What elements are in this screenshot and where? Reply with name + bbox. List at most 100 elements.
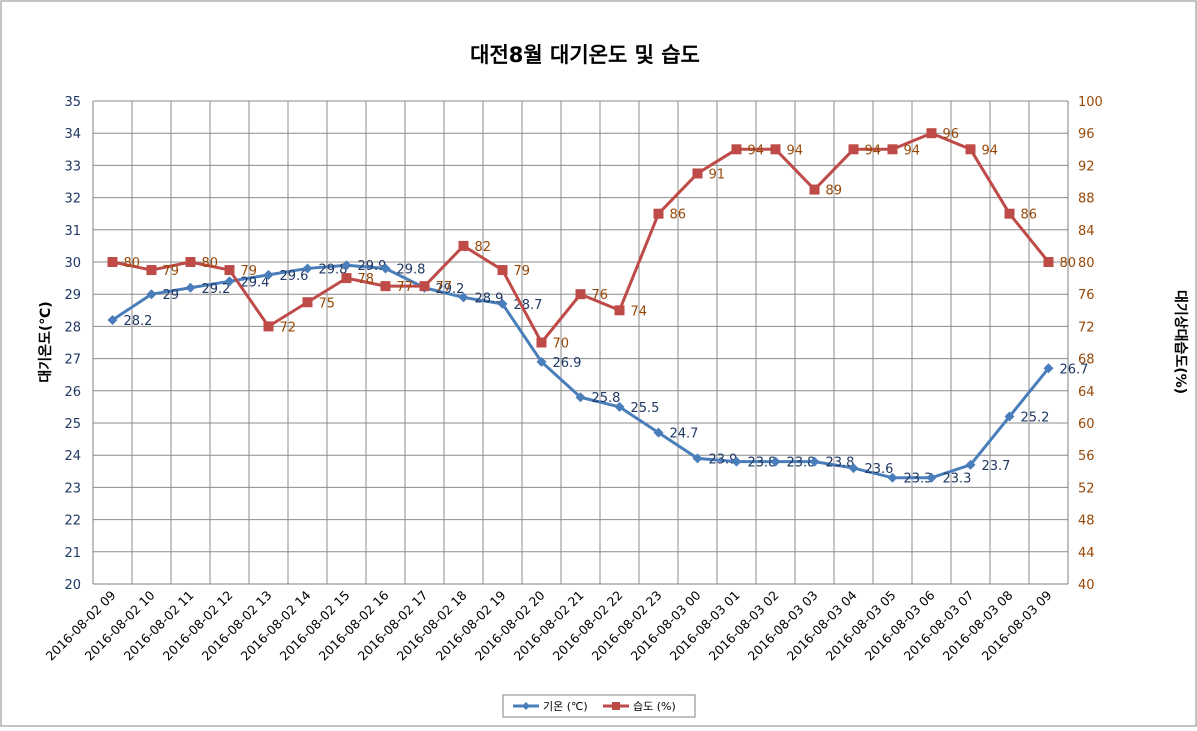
y2-tick-label: 60: [1078, 417, 1095, 432]
y-tick-label: 30: [64, 256, 81, 271]
data-label-humidity: 74: [631, 304, 648, 319]
data-point-temperature: [770, 456, 781, 467]
series-layer: 28.229 29.2 29.4 29.6 29.8 29.9 29.829.228.9 28…: [107, 127, 1089, 487]
data-point-humidity: [926, 128, 937, 139]
data-label-humidity: 86: [1021, 208, 1038, 223]
data-label-humidity: 76: [592, 288, 609, 303]
y2-tick-label: 64: [1078, 385, 1095, 400]
data-label-temperature: 25.2: [1021, 411, 1050, 426]
legend-label: 기온 (℃): [543, 700, 588, 713]
y2-tick-label: 40: [1078, 578, 1095, 593]
data-label-humidity: 94: [982, 143, 999, 158]
data-point-temperature: [926, 472, 937, 483]
y2-tick-label: 72: [1078, 320, 1095, 335]
data-label-humidity: 78: [358, 272, 375, 287]
y-tick-label: 27: [64, 353, 81, 368]
y-tick-label: 33: [64, 159, 81, 174]
y-tick-label: 25: [64, 417, 81, 432]
data-point-humidity: [887, 144, 898, 155]
y-tick-label: 24: [64, 449, 81, 464]
data-point-humidity: [1043, 257, 1054, 267]
data-label-temperature: 28.2: [124, 314, 153, 329]
data-label-humidity: 72: [280, 320, 297, 335]
data-label-temperature: 29.4: [241, 275, 270, 290]
data-label-temperature: 23.6: [865, 462, 894, 477]
data-label-temperature: 29.8: [319, 262, 348, 277]
data-label-temperature: 23.3: [904, 472, 933, 487]
data-label-humidity: 79: [163, 264, 180, 279]
data-point-temperature: [731, 456, 742, 467]
data-point-humidity: [692, 168, 703, 179]
data-point-temperature: [1004, 411, 1015, 422]
data-point-humidity: [497, 265, 508, 276]
data-label-temperature: 23.8: [787, 456, 816, 471]
y2-tick-label: 48: [1078, 514, 1095, 529]
data-label-humidity: 79: [241, 264, 258, 279]
data-label-temperature: 29.2: [202, 282, 231, 297]
y2-tick-label: 84: [1078, 224, 1095, 239]
data-label-temperature: 24.7: [670, 427, 699, 442]
legend-box: [502, 694, 696, 718]
y2-tick-label: 80: [1078, 256, 1095, 271]
data-label-temperature: 26.7: [1060, 362, 1089, 377]
data-point-humidity: [536, 337, 547, 348]
y-tick-label: 21: [64, 546, 81, 561]
data-label-temperature: 26.9: [553, 356, 582, 371]
data-label-humidity: 70: [553, 337, 570, 352]
data-point-humidity: [146, 265, 157, 276]
data-point-humidity: [614, 305, 625, 316]
series-humidity: 80 79 80 79 72 75 78 77 77 82 79 70 76 74 86 91 94 94 89 94…: [107, 127, 1077, 352]
data-point-temperature: [614, 401, 625, 412]
data-point-humidity: [1004, 208, 1015, 219]
data-label-humidity: 77: [436, 280, 453, 295]
data-label-temperature: 23.8: [826, 456, 855, 471]
data-point-humidity: [809, 184, 820, 195]
legend-marker: [522, 702, 530, 710]
data-point-temperature: [380, 263, 391, 274]
y-tick-label: 29: [64, 288, 81, 303]
data-label-temperature: 25.8: [592, 391, 621, 406]
y-tick-label: 26: [64, 385, 81, 400]
data-point-humidity: [224, 265, 235, 276]
data-point-humidity: [380, 281, 391, 292]
y-tick-label: 23: [64, 481, 81, 496]
data-point-temperature: [692, 453, 703, 464]
data-point-temperature: [341, 260, 352, 271]
data-point-humidity: [731, 144, 742, 155]
data-label-humidity: 79: [514, 264, 531, 279]
legend-marker: [612, 702, 620, 710]
data-point-humidity: [575, 289, 586, 300]
data-point-humidity: [770, 144, 781, 155]
data-point-temperature: [458, 292, 469, 303]
data-label-temperature: 28.9: [475, 291, 504, 306]
data-label-humidity: 77: [397, 280, 414, 295]
data-point-humidity: [302, 297, 313, 308]
data-point-temperature: [107, 314, 118, 325]
y-tick-label: 22: [64, 514, 81, 529]
data-label-temperature: 29.6: [280, 269, 309, 284]
legend: 기온 (℃) 습도 (%): [502, 694, 696, 718]
data-label-humidity: 89: [826, 184, 843, 199]
chart-title: 대전8월 대기온도 및 습도: [470, 43, 700, 67]
y2-tick-label: 56: [1078, 449, 1095, 464]
data-point-temperature: [536, 356, 547, 367]
data-label-humidity: 86: [670, 208, 687, 223]
data-label-temperature: 23.3: [943, 472, 972, 487]
data-point-temperature: [185, 282, 196, 293]
data-point-temperature: [653, 427, 664, 438]
data-label-humidity: 94: [904, 143, 921, 158]
data-label-humidity: 80: [1060, 256, 1077, 271]
data-label-humidity: 94: [865, 143, 882, 158]
data-point-temperature: [887, 472, 898, 483]
data-point-humidity: [263, 321, 274, 332]
legend-label: 습도 (%): [633, 700, 676, 713]
y-tick-label: 35: [64, 95, 81, 110]
legend-item-temperature: 기온 (℃): [513, 700, 588, 713]
data-label-temperature: 23.9: [709, 452, 738, 467]
data-point-temperature: [575, 392, 586, 403]
data-label-temperature: 29.2: [436, 282, 465, 297]
y2-tick-label: 76: [1078, 288, 1095, 303]
y-tick-label: 34: [64, 127, 81, 142]
